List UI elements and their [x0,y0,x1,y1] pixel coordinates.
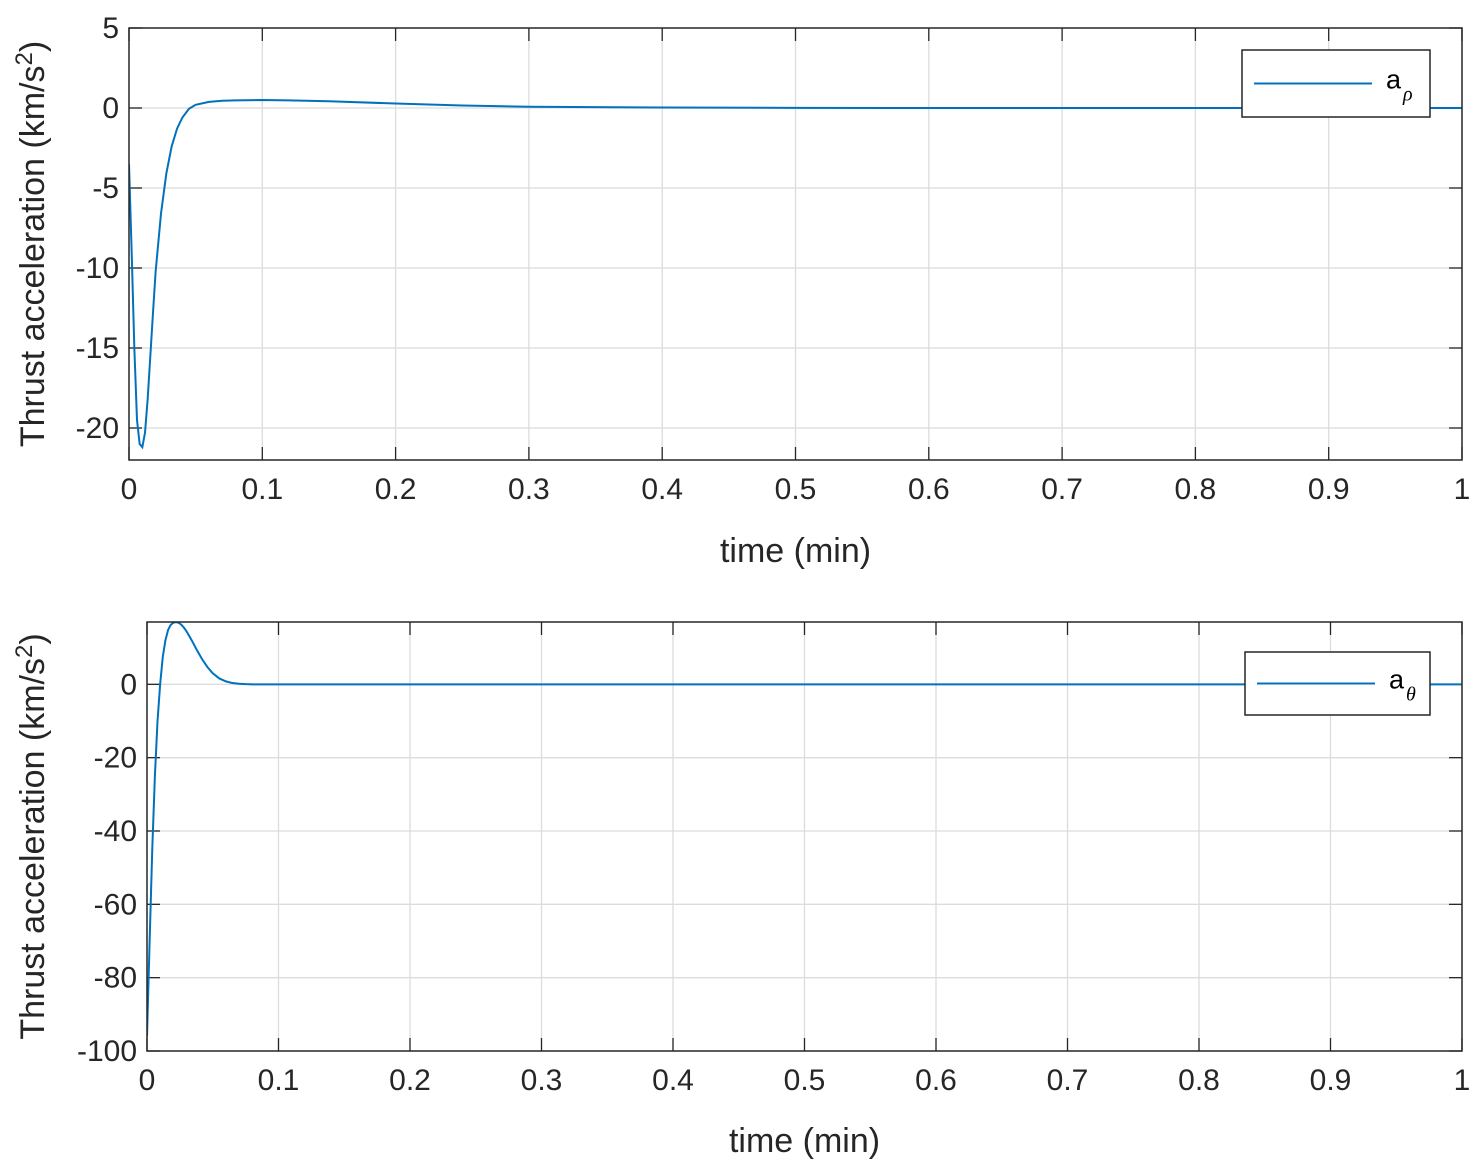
x-tick-label: 0.8 [1178,1064,1220,1097]
x-tick-label: 1 [1454,1064,1470,1097]
x-axis-label: time (min) [720,532,871,570]
y-tick-label: 0 [120,668,137,701]
x-tick-label: 0.1 [241,473,283,506]
axes-frame [146,621,1463,1052]
y-axis-label: Thrust acceleration (km/s2) [11,41,52,447]
y-tick-label: -100 [77,1035,137,1068]
subplot-1: 0 0.1 0.2 0.3 0.4 0.5 0.6 0.7 0.8 0.9 1 -20 -15 -10 -5… [11,12,1470,570]
x-tick-label: 0.6 [908,473,950,506]
x-tick-label: 0.5 [784,1064,826,1097]
x-tick-label: 0.7 [1041,473,1083,506]
x-tick-label: 0.3 [521,1064,563,1097]
x-tick-label: 0.9 [1310,1064,1352,1097]
x-tick-label: 0.2 [375,473,417,506]
series-line-a-theta [147,622,1462,1037]
y-tick-label: -80 [94,962,137,995]
y-axis-label: Thrust acceleration (km/s2) [11,633,52,1039]
x-tick-label: 0 [139,1064,156,1097]
x-tick-label: 0.4 [652,1064,694,1097]
subplot-2: 0 0.1 0.2 0.3 0.4 0.5 0.6 0.7 0.8 0.9 1 -100 -80 -60 -… [11,621,1470,1160]
y-tick-label: -5 [92,172,119,205]
y-tick-label: -40 [94,815,137,848]
y-tick-label: -20 [94,742,137,775]
x-tick-label: 0.2 [389,1064,431,1097]
x-axis-label: time (min) [729,1122,880,1160]
y-tick-label: -15 [76,332,119,365]
y-tick-label: 0 [102,92,119,125]
x-tick-label: 0.4 [641,473,683,506]
axes-frame [128,27,1463,461]
x-tick-label: 0.3 [508,473,550,506]
x-tick-label: 1 [1454,473,1470,506]
x-tick-label: 0.5 [775,473,817,506]
y-tick-label: 5 [102,12,119,45]
y-tick-label: -60 [94,888,137,921]
x-tick-label: 0.8 [1175,473,1217,506]
series-line-a-rho [129,98,1462,450]
x-tick-label: 0 [121,473,138,506]
x-tick-label: 0.9 [1308,473,1350,506]
y-tick-label: -20 [76,412,119,445]
x-tick-label: 0.7 [1047,1064,1089,1097]
x-tick-label: 0.6 [915,1064,957,1097]
x-tick-label: 0.1 [258,1064,300,1097]
y-tick-label: -10 [76,252,119,285]
